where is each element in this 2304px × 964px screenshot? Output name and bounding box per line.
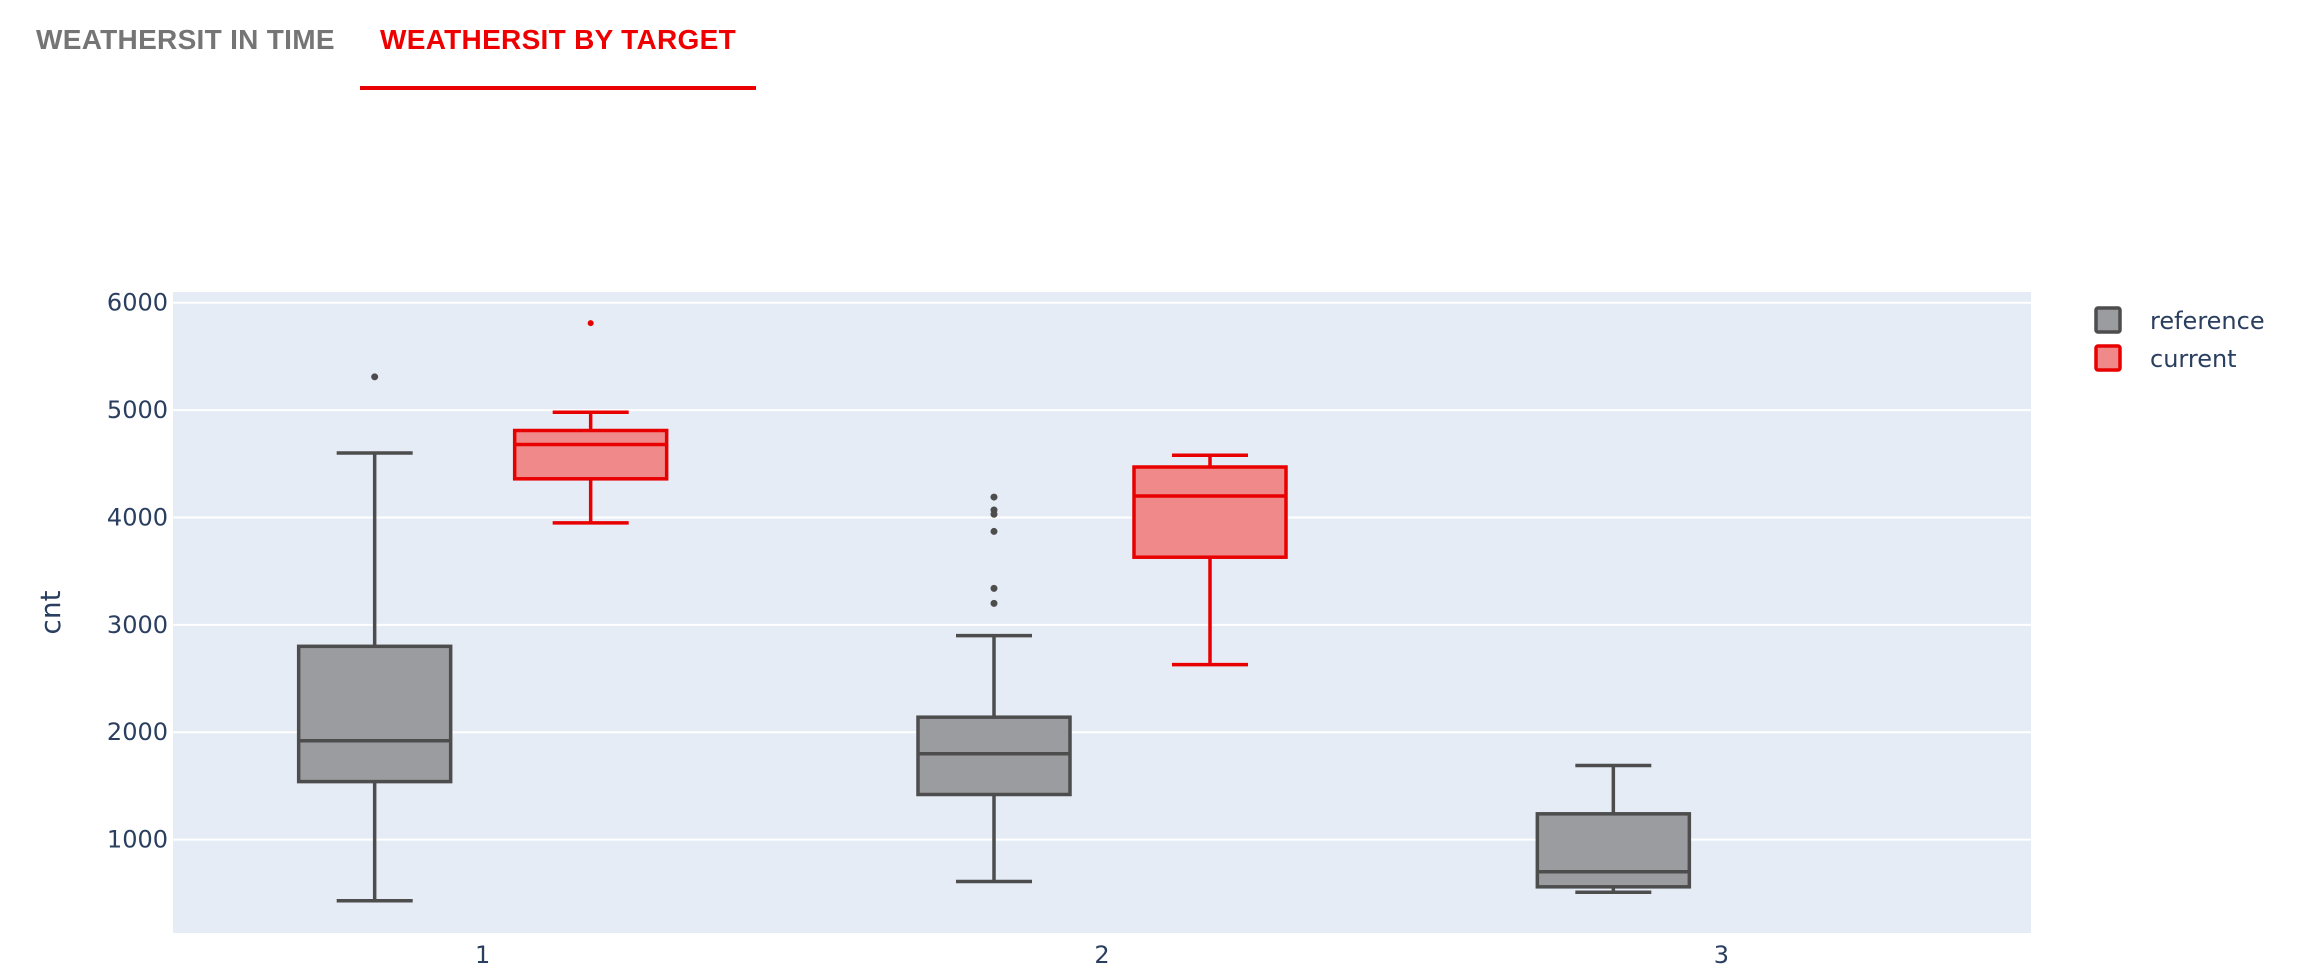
- y-tick-label: 5000: [107, 396, 168, 424]
- box-series: [296, 320, 1692, 903]
- y-axis-ticks: 1000 2000 3000 4000 5000 6000: [107, 289, 168, 854]
- legend-label-reference: reference: [2150, 307, 2265, 335]
- plot-area: [173, 292, 2031, 933]
- box-iqr: [1132, 465, 1288, 559]
- outlier-point: [990, 506, 998, 514]
- tab-weathersit-by-target[interactable]: WEATHERSIT BY TARGET: [380, 24, 736, 55]
- legend-label-current: current: [2150, 345, 2237, 373]
- x-tick-label: 3: [1714, 941, 1729, 964]
- outlier-point: [587, 320, 594, 327]
- outlier-point: [990, 584, 998, 592]
- active-tab-underline: [360, 86, 756, 90]
- outlier-point: [990, 493, 998, 501]
- tab-bar: WEATHERSIT IN TIME WEATHERSIT BY TARGET: [0, 0, 2304, 92]
- box-iqr: [916, 715, 1072, 797]
- gridlines: [173, 301, 2031, 841]
- y-tick-label: 6000: [107, 289, 168, 317]
- legend-swatch-reference: [2094, 306, 2122, 334]
- x-tick-label: 1: [475, 941, 490, 964]
- legend-swatch-current: [2094, 344, 2122, 372]
- box-current-2: [1132, 453, 1288, 667]
- legend: reference current: [2094, 306, 2265, 373]
- outlier-point: [990, 527, 998, 535]
- outlier-point: [371, 373, 379, 381]
- x-axis-ticks: 1 2 3: [475, 941, 1729, 964]
- box-iqr: [512, 428, 669, 481]
- box-iqr: [296, 644, 453, 784]
- y-axis-label: cnt: [34, 590, 67, 634]
- box-current-1: [512, 320, 669, 525]
- tab-weathersit-in-time[interactable]: WEATHERSIT IN TIME: [36, 24, 335, 55]
- box-reference-2: [916, 493, 1072, 884]
- outlier-point: [990, 599, 998, 607]
- y-tick-label: 4000: [107, 503, 168, 531]
- y-tick-label: 3000: [107, 611, 168, 639]
- x-tick-label: 2: [1094, 941, 1109, 964]
- box-iqr: [1535, 812, 1692, 889]
- y-tick-label: 2000: [107, 718, 168, 746]
- y-tick-label: 1000: [107, 826, 168, 854]
- box-reference-3: [1535, 763, 1692, 894]
- box-reference-1: [296, 373, 453, 903]
